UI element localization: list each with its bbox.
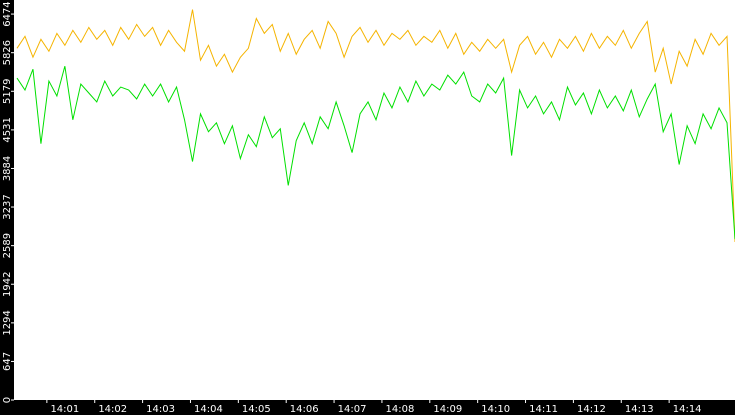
x-tick-label: 14:01 [50, 404, 79, 415]
x-tick-label: 14:12 [577, 404, 606, 415]
x-tick-label: 14:14 [673, 404, 702, 415]
x-tick-label: 14:04 [194, 404, 223, 415]
y-tick-label: 0 [2, 397, 13, 403]
x-tick-label: 14:07 [338, 404, 367, 415]
y-tick-label: 3237 [2, 194, 13, 219]
y-tick-label: 4531 [2, 117, 13, 142]
series-line [16, 9, 735, 243]
y-tick-label: 1942 [2, 272, 13, 297]
x-tick-label: 14:02 [98, 404, 127, 415]
x-tick-label: 14:06 [290, 404, 319, 415]
y-axis-strip [0, 0, 14, 415]
x-axis-strip [0, 400, 735, 415]
x-tick-label: 14:10 [481, 404, 510, 415]
y-tick-label: 2589 [2, 233, 13, 258]
x-tick-label: 14:03 [146, 404, 175, 415]
x-tick-label: 14:05 [242, 404, 271, 415]
y-tick-label: 6474 [2, 1, 13, 26]
y-tick-label: 5179 [2, 79, 13, 104]
y-tick-label: 1294 [2, 310, 13, 335]
y-tick-label: 5826 [2, 40, 13, 65]
x-tick-label: 14:09 [433, 404, 462, 415]
x-tick-label: 14:13 [625, 404, 654, 415]
y-tick-label: 647 [2, 352, 13, 371]
x-tick-label: 14:11 [529, 404, 558, 415]
series-line [16, 66, 735, 240]
y-tick-label: 3884 [2, 156, 13, 181]
x-tick-label: 14:08 [386, 404, 415, 415]
